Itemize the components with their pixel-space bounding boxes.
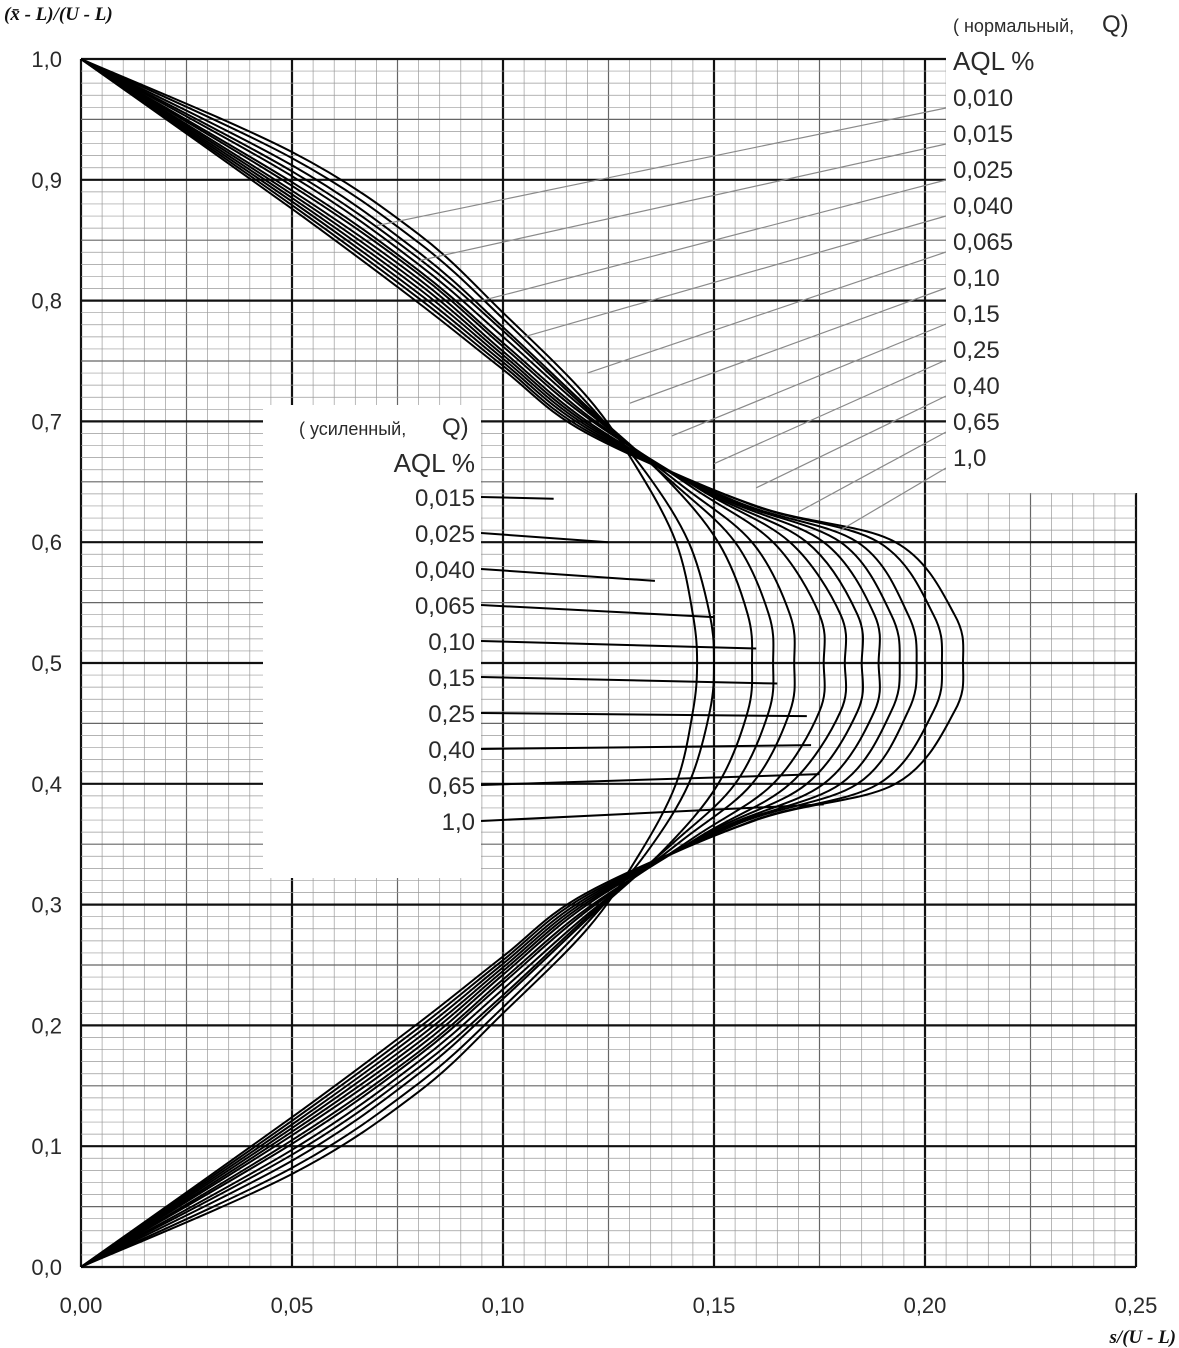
- normal-leader-line: [798, 431, 947, 513]
- tightened-legend-item: 0,10: [428, 629, 475, 656]
- tightened-legend-item: 0,040: [415, 557, 475, 584]
- x-tick-label: 0,15: [693, 1293, 736, 1318]
- normal-leader-line: [671, 323, 947, 437]
- normal-leader-line: [629, 287, 947, 404]
- normal-legend-item: 0,015: [953, 121, 1013, 148]
- aql-curve: [80, 58, 944, 1268]
- tightened-legend-item: 0,065: [415, 593, 475, 620]
- tightened-legend-item: 0,65: [428, 773, 475, 800]
- normal-legend-box: [946, 0, 1141, 493]
- y-tick-label: 0,8: [31, 289, 62, 314]
- aql-curve: [80, 58, 826, 1268]
- aql-curve: [80, 58, 865, 1268]
- y-tick-label: 0,1: [31, 1134, 62, 1159]
- acceptance-curves: [80, 58, 965, 1268]
- tightened-legend-item: 0,025: [415, 521, 475, 548]
- aql-curve: [80, 58, 796, 1268]
- tightened-legend-item: 0,015: [415, 485, 475, 512]
- x-tick-label: 0,10: [482, 1293, 525, 1318]
- y-axis-title: (x̄ - L)/(U - L): [4, 4, 113, 25]
- tightened-leader-line: [480, 803, 824, 822]
- aql-curve: [80, 58, 965, 1268]
- normal-leader-line: [713, 359, 947, 465]
- y-tick-label: 0,6: [31, 530, 62, 555]
- normal-legend-item: 0,25: [953, 337, 1000, 364]
- tightened-leader-line: [480, 676, 778, 685]
- y-tick-label: 0,4: [31, 772, 62, 797]
- y-tick-label: 0,0: [31, 1255, 62, 1280]
- tightened-leader-line: [480, 496, 554, 500]
- tightened-leader-line: [480, 640, 757, 650]
- normal-legend-item: 0,65: [953, 409, 1000, 436]
- tightened-legend-item: 0,15: [428, 665, 475, 692]
- aql-curve: [80, 58, 775, 1268]
- normal-legend-item: 1,0: [953, 445, 986, 472]
- normal-leader-line: [418, 143, 947, 262]
- normal-legend-item: 0,40: [953, 373, 1000, 400]
- tightened-legend-item: 0,40: [428, 737, 475, 764]
- tightened-legend-item: 1,0: [442, 809, 475, 836]
- normal-leader-line: [755, 395, 947, 489]
- aql-curve: [80, 58, 715, 1268]
- aql-curve: [80, 58, 699, 1268]
- aql-curve: [80, 58, 918, 1268]
- y-tick-label: 0,7: [31, 409, 62, 434]
- normal-legend-item: 0,025: [953, 157, 1013, 184]
- y-tick-label: 0,5: [31, 651, 62, 676]
- normal-leader-line: [481, 179, 947, 302]
- normal-legend-item: 0,15: [953, 301, 1000, 328]
- tightened-legend-q: Q): [442, 414, 469, 441]
- tightened-leader-line: [480, 532, 609, 544]
- aql-curve: [80, 58, 848, 1268]
- tightened-legend-box: [263, 405, 481, 878]
- aql-curve: [80, 58, 881, 1268]
- tightened-legend-heading: ( усиленный,: [299, 419, 406, 439]
- normal-legend-item: 0,010: [953, 85, 1013, 112]
- y-tick-label: 1,0: [31, 47, 62, 72]
- y-tick-label: 0,9: [31, 168, 62, 193]
- tightened-leader-line: [480, 568, 655, 582]
- aql-curve: [80, 58, 754, 1268]
- normal-leader-line: [587, 251, 947, 374]
- aql-curve: [80, 58, 901, 1268]
- normal-legend-heading: ( нормальный,: [953, 16, 1074, 36]
- normal-legend-item: 0,040: [953, 193, 1013, 220]
- normal-legend-item: 0,065: [953, 229, 1013, 256]
- x-axis-title: s/(U - L): [1109, 1327, 1176, 1348]
- normal-leader-line: [376, 107, 947, 227]
- tightened-legend-item: 0,25: [428, 701, 475, 728]
- tightened-leader-line: [480, 712, 807, 718]
- tightened-leader-line: [480, 773, 820, 786]
- normal-legend-q: Q): [1102, 11, 1129, 38]
- normal-legend-item: 0,10: [953, 265, 1000, 292]
- normal-leader-line: [523, 215, 947, 338]
- y-tick-label: 0,3: [31, 893, 62, 918]
- normal-leader-line: [840, 467, 947, 531]
- y-tick-label: 0,2: [31, 1013, 62, 1038]
- normal-legend-aql-title: AQL %: [953, 46, 1034, 76]
- tightened-leader-line: [480, 744, 812, 750]
- x-tick-label: 0,05: [271, 1293, 314, 1318]
- x-tick-label: 0,20: [904, 1293, 947, 1318]
- legend-leader-lines: [376, 107, 947, 822]
- tightened-leader-line: [480, 604, 715, 619]
- tick-labels: 0,00 0,05 0,10 0,15 0,20 0,250,00,10,20,30,40…: [31, 47, 1157, 1318]
- tightened-legend-aql-title: AQL %: [394, 448, 475, 478]
- x-tick-label: 0,25: [1115, 1293, 1158, 1318]
- x-tick-label: 0,00: [60, 1293, 103, 1318]
